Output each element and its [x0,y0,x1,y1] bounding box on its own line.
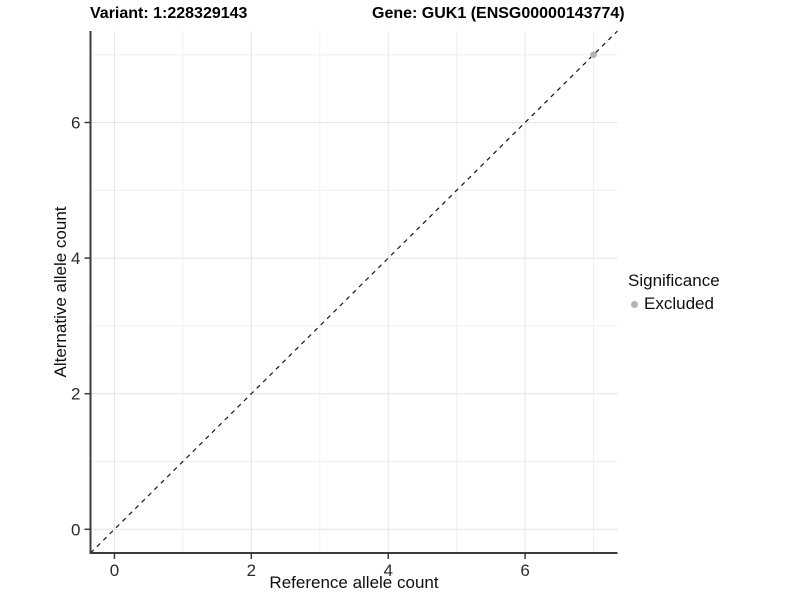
y-tick-label: 6 [71,114,80,133]
excluded-point-icon [631,300,638,308]
x-tick-label: 0 [110,561,119,580]
variant-title: Variant: 1:228329143 [90,5,248,22]
y-axis-title: Alternative allele count [51,206,70,378]
legend-item-label: Excluded [644,294,714,313]
data-point-excluded [590,51,597,59]
y-tick-label: 2 [71,385,80,404]
y-tick-label: 4 [71,249,80,268]
gene-title: Gene: GUK1 (ENSG00000143774) [372,5,625,22]
x-tick-label: 4 [383,561,392,580]
legend: Significance Excluded [628,271,720,314]
y-tick-label: 0 [71,520,80,539]
x-tick-label: 6 [520,561,529,580]
legend-item-excluded: Excluded [628,294,720,314]
x-axis-title: Reference allele count [269,573,439,592]
x-tick-label: 2 [247,561,256,580]
legend-title: Significance [628,271,720,290]
identity-reference-line [90,30,618,554]
